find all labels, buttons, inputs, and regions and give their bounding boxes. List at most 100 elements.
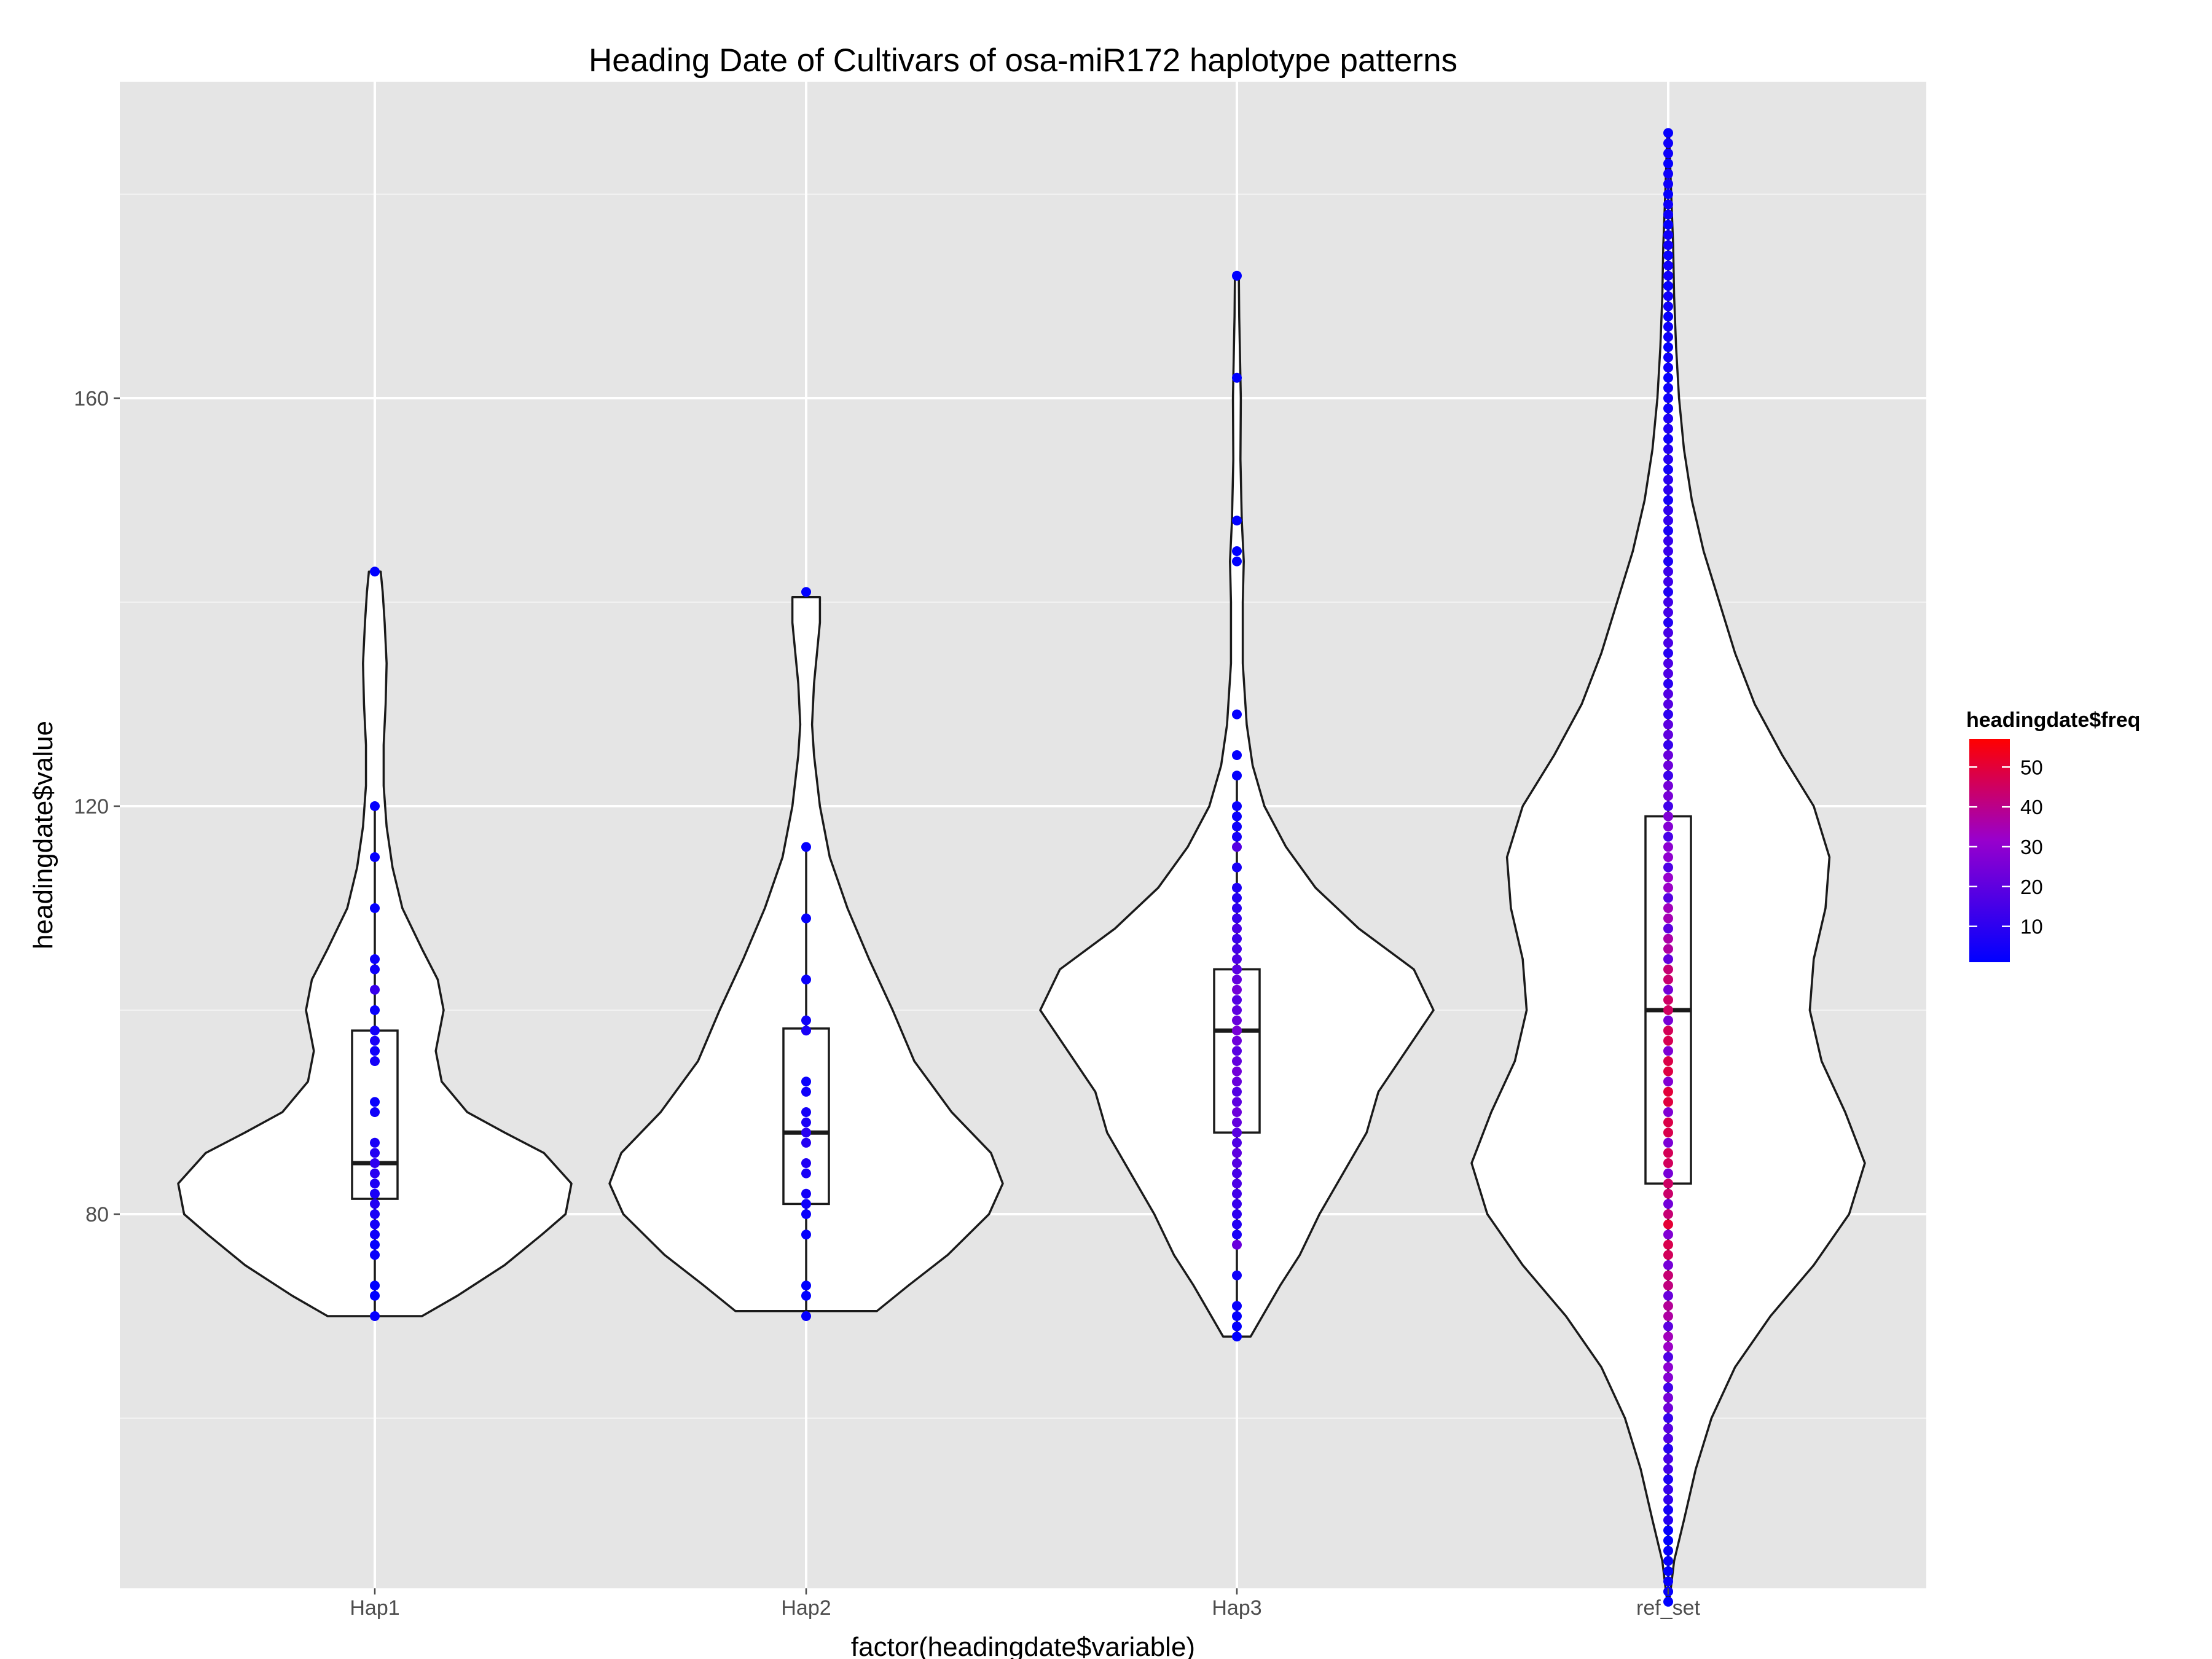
point-ref_set [1663, 1097, 1673, 1107]
point-ref_set [1663, 689, 1673, 699]
point-ref_set [1663, 831, 1673, 842]
point-ref_set [1663, 1290, 1673, 1301]
point-Hap3 [1232, 1005, 1242, 1015]
point-Hap2 [801, 1107, 811, 1117]
point-ref_set [1663, 281, 1673, 291]
point-layer [370, 128, 1673, 1607]
point-ref_set [1663, 301, 1673, 312]
point-ref_set [1663, 567, 1673, 577]
point-ref_set [1663, 1392, 1673, 1403]
point-ref_set [1663, 750, 1673, 760]
point-ref_set [1663, 678, 1673, 689]
point-ref_set [1663, 740, 1673, 750]
x-axis-title: factor(headingdate$variable) [851, 1632, 1195, 1659]
point-Hap3 [1232, 1188, 1242, 1199]
point-Hap3 [1232, 831, 1242, 842]
point-ref_set [1663, 893, 1673, 903]
point-ref_set [1663, 556, 1673, 567]
point-Hap3 [1232, 984, 1242, 995]
point-Hap3 [1232, 1117, 1242, 1128]
point-ref_set [1663, 250, 1673, 261]
point-ref_set [1663, 618, 1673, 628]
point-ref_set [1663, 505, 1673, 516]
point-Hap3 [1232, 1239, 1242, 1250]
point-ref_set [1663, 576, 1673, 587]
point-ref_set [1663, 933, 1673, 944]
point-ref_set [1663, 587, 1673, 597]
point-Hap1 [370, 1137, 380, 1148]
point-ref_set [1663, 1015, 1673, 1026]
point-ref_set [1663, 230, 1673, 240]
point-Hap3 [1232, 1026, 1242, 1036]
point-ref_set [1663, 465, 1673, 475]
point-ref_set [1663, 771, 1673, 781]
point-ref_set [1663, 882, 1673, 893]
point-ref_set [1663, 1086, 1673, 1097]
point-Hap1 [370, 1239, 380, 1250]
point-Hap3 [1232, 1015, 1242, 1026]
point-ref_set [1663, 444, 1673, 454]
x-tick-label: Hap2 [781, 1596, 831, 1620]
point-Hap3 [1232, 882, 1242, 893]
legend-tick-label: 30 [2020, 836, 2043, 858]
point-ref_set [1663, 1188, 1673, 1199]
y-axis: 80 120 160 [74, 387, 120, 1226]
point-ref_set [1663, 1005, 1673, 1015]
point-Hap3 [1232, 1270, 1242, 1281]
point-ref_set [1663, 1117, 1673, 1128]
y-tick-label: 120 [74, 795, 109, 818]
point-Hap1 [370, 1311, 380, 1321]
point-ref_set [1663, 261, 1673, 271]
point-ref_set [1663, 1179, 1673, 1189]
point-Hap3 [1232, 1035, 1242, 1046]
point-Hap1 [370, 852, 380, 862]
point-Hap3 [1232, 1107, 1242, 1117]
point-ref_set [1663, 1219, 1673, 1230]
point-ref_set [1663, 1321, 1673, 1332]
point-ref_set [1663, 1443, 1673, 1454]
legend-tick-label: 50 [2020, 756, 2043, 779]
point-ref_set [1663, 709, 1673, 720]
point-Hap1 [370, 801, 380, 811]
point-Hap3 [1232, 1321, 1242, 1332]
point-Hap3 [1232, 1056, 1242, 1066]
point-Hap3 [1232, 1311, 1242, 1321]
point-Hap3 [1232, 811, 1242, 822]
point-Hap3 [1232, 822, 1242, 832]
x-tick-label: Hap1 [350, 1596, 399, 1620]
legend-tick-label: 40 [2020, 796, 2043, 818]
point-ref_set [1663, 1199, 1673, 1209]
point-Hap3 [1232, 516, 1242, 526]
point-Hap2 [801, 1311, 811, 1321]
point-ref_set [1663, 210, 1673, 220]
point-Hap3 [1232, 1077, 1242, 1087]
point-Hap2 [801, 1077, 811, 1087]
point-Hap2 [801, 1188, 811, 1199]
point-ref_set [1663, 1066, 1673, 1077]
point-ref_set [1663, 189, 1673, 199]
point-ref_set [1663, 383, 1673, 393]
point-Hap1 [370, 1168, 380, 1179]
point-Hap3 [1232, 1097, 1242, 1107]
point-ref_set [1663, 454, 1673, 465]
point-ref_set [1663, 1423, 1673, 1433]
point-ref_set [1663, 699, 1673, 709]
point-Hap3 [1232, 995, 1242, 1005]
point-ref_set [1663, 1352, 1673, 1362]
point-Hap1 [370, 1230, 380, 1240]
point-ref_set [1663, 984, 1673, 995]
legend-title: headingdate$freq [1966, 708, 2140, 732]
chart-title: Heading Date of Cultivars of osa-miR172 … [589, 42, 1457, 79]
point-ref_set [1663, 546, 1673, 556]
point-Hap3 [1232, 944, 1242, 954]
point-Hap2 [801, 1209, 811, 1219]
point-ref_set [1663, 536, 1673, 546]
point-Hap1 [370, 1046, 380, 1056]
point-Hap3 [1232, 933, 1242, 944]
point-Hap3 [1232, 1332, 1242, 1342]
point-ref_set [1663, 525, 1673, 536]
point-Hap1 [370, 1290, 380, 1301]
point-Hap1 [370, 1056, 380, 1066]
point-Hap3 [1232, 893, 1242, 903]
